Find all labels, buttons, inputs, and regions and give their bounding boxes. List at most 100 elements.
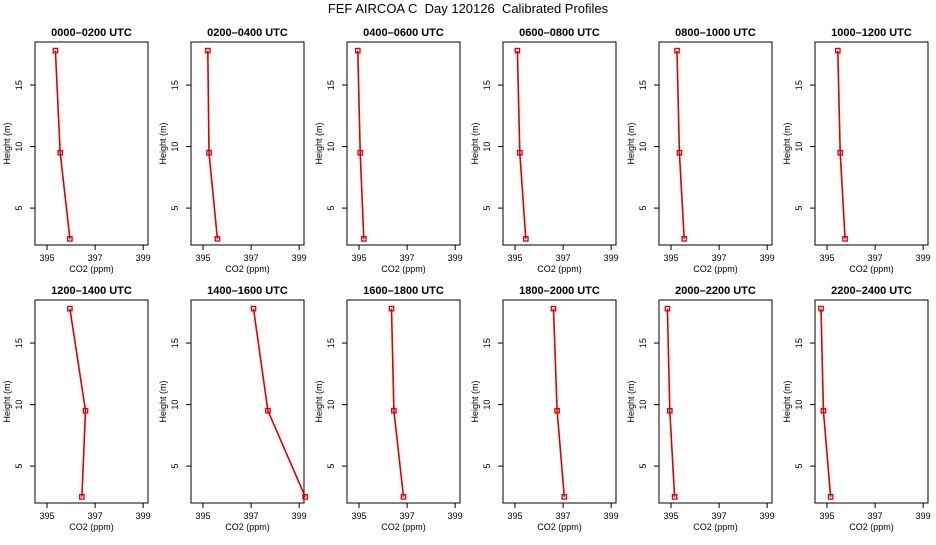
- plot-frame: [34, 41, 149, 246]
- y-tick-label: 15: [482, 338, 492, 348]
- y-axis-label: Height (m): [782, 380, 792, 422]
- x-tick-label: 395: [820, 511, 835, 521]
- y-tick-label: 15: [170, 80, 180, 90]
- y-tick-label: 10: [794, 400, 804, 410]
- y-tick-label: 15: [170, 338, 180, 348]
- data-point: [514, 47, 521, 54]
- x-tick-label: 399: [604, 511, 619, 521]
- plot-frame: [814, 41, 929, 246]
- data-point: [79, 493, 85, 500]
- x-tick-label: 397: [244, 511, 259, 521]
- y-tick-label: 15: [326, 80, 336, 90]
- data-point: [214, 235, 221, 242]
- x-tick-label: 395: [664, 253, 679, 263]
- y-axis-label: Height (m): [2, 122, 12, 164]
- plot-frame: [346, 299, 461, 504]
- y-tick-label: 10: [14, 400, 24, 410]
- x-tick-label: 399: [292, 511, 307, 521]
- data-point: [671, 493, 678, 500]
- series-line: [69, 308, 87, 497]
- panel-title: 1000–1200 UTC: [831, 27, 912, 39]
- x-axis-label: CO2 (ppm): [69, 522, 114, 532]
- y-axis-label: Height (m): [626, 122, 636, 164]
- y-tick-label: 15: [14, 80, 24, 90]
- x-tick-label: 395: [352, 511, 367, 521]
- x-tick-label: 399: [760, 511, 775, 521]
- y-tick-label: 10: [638, 142, 648, 152]
- y-tick-label: 5: [170, 464, 180, 469]
- x-axis-label: CO2 (ppm): [693, 522, 738, 532]
- y-tick-label: 10: [14, 142, 24, 152]
- panel: 1200–1400 UTC 395 397 399 CO2 (ppm) 5 10 15 Heig…: [2, 285, 151, 532]
- panel: 1600–1800 UTC 395 397 399 CO2 (ppm) 5 10 15 Heig…: [314, 285, 463, 532]
- x-tick-label: 395: [664, 511, 679, 521]
- x-axis-label: CO2 (ppm): [69, 264, 114, 274]
- data-point: [360, 235, 367, 242]
- x-tick-label: 395: [352, 253, 367, 263]
- panel-title: 1600–1800 UTC: [363, 285, 444, 297]
- data-point: [827, 493, 834, 500]
- data-point: [204, 47, 211, 54]
- series-line: [666, 308, 676, 497]
- y-tick-label: 5: [638, 206, 648, 211]
- y-tick-label: 5: [482, 464, 492, 469]
- x-axis-label: CO2 (ppm): [849, 522, 894, 532]
- panel: 2000–2200 UTC 395 397 399 CO2 (ppm) 5 10 15 Heig…: [626, 285, 775, 532]
- x-tick-label: 399: [136, 253, 151, 263]
- y-tick-label: 5: [14, 206, 24, 211]
- data-point: [354, 47, 361, 54]
- y-tick-label: 5: [638, 464, 648, 469]
- series-line: [820, 308, 832, 497]
- plot-frame: [814, 299, 929, 504]
- x-axis-label: CO2 (ppm): [849, 264, 894, 274]
- panel-title: 0200–0400 UTC: [207, 27, 288, 39]
- x-tick-label: 399: [916, 511, 931, 521]
- y-tick-label: 15: [794, 80, 804, 90]
- y-tick-label: 10: [170, 142, 180, 152]
- plot-frame: [34, 299, 149, 504]
- y-tick-label: 15: [14, 338, 24, 348]
- x-axis-label: CO2 (ppm): [537, 264, 582, 274]
- data-point: [818, 305, 824, 312]
- panel: 0000–0200 UTC 395 397 399 CO2 (ppm) 5 10 15 Heig…: [2, 27, 151, 274]
- panel-title: 0800–1000 UTC: [675, 27, 756, 39]
- data-point: [676, 149, 683, 156]
- figure-title: FEF AIRCOA C Day 120126 Calibrated Profi…: [327, 1, 609, 16]
- y-tick-label: 5: [326, 206, 336, 211]
- panel-title: 1800–2000 UTC: [519, 285, 600, 297]
- x-axis-label: CO2 (ppm): [381, 264, 426, 274]
- x-axis-label: CO2 (ppm): [381, 522, 426, 532]
- data-point: [265, 407, 271, 414]
- panel: 0200–0400 UTC 395 397 399 CO2 (ppm) 5 10 15 Heig…: [158, 27, 307, 274]
- x-tick-label: 395: [40, 253, 55, 263]
- data-point: [250, 305, 257, 312]
- y-tick-label: 5: [482, 206, 492, 211]
- data-point: [666, 407, 673, 414]
- y-tick-label: 5: [170, 206, 180, 211]
- panel-title: 2000–2200 UTC: [675, 285, 756, 297]
- data-point: [842, 235, 848, 242]
- y-tick-label: 10: [482, 142, 492, 152]
- panel-title: 2200–2400 UTC: [831, 285, 912, 297]
- y-tick-label: 10: [170, 400, 180, 410]
- data-point: [561, 493, 568, 500]
- plot-frame: [502, 41, 617, 246]
- y-tick-label: 15: [638, 80, 648, 90]
- series-line: [552, 308, 566, 497]
- panel-title: 0400–0600 UTC: [363, 27, 444, 39]
- x-tick-label: 395: [508, 253, 523, 263]
- panel-title: 1400–1600 UTC: [207, 285, 288, 297]
- x-tick-label: 399: [604, 253, 619, 263]
- plot-frame: [502, 299, 617, 504]
- y-axis-label: Height (m): [470, 380, 480, 422]
- x-tick-label: 395: [820, 253, 835, 263]
- x-tick-label: 397: [400, 511, 415, 521]
- y-tick-label: 15: [794, 338, 804, 348]
- series-line: [516, 50, 527, 239]
- panel: 0400–0600 UTC 395 397 399 CO2 (ppm) 5 10 15 Heig…: [314, 27, 463, 274]
- data-point: [57, 149, 64, 156]
- y-tick-label: 10: [326, 400, 336, 410]
- data-point: [834, 47, 841, 54]
- data-point: [516, 149, 523, 156]
